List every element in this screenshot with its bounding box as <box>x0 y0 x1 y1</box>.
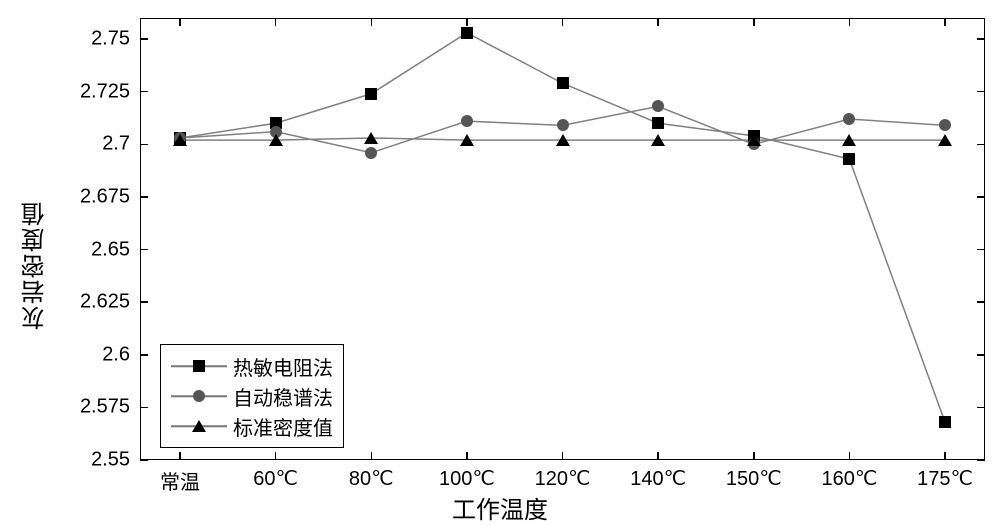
y-tick-label: 2.75 <box>60 28 130 51</box>
x-tick-mark <box>371 18 373 26</box>
data-point-triangle <box>173 134 187 146</box>
x-tick-label: 80℃ <box>349 466 394 491</box>
data-point-square <box>365 88 377 100</box>
data-point-triangle <box>556 134 570 146</box>
x-tick-mark <box>657 18 659 26</box>
y-tick-mark <box>977 459 985 461</box>
circle-icon <box>193 390 205 402</box>
legend-row: 自动稳谱法 <box>171 381 333 411</box>
data-point-triangle <box>364 132 378 144</box>
x-tick-mark <box>753 18 755 26</box>
x-tick-mark <box>657 452 659 460</box>
x-tick-mark <box>371 452 373 460</box>
x-tick-label: 160℃ <box>821 466 877 491</box>
x-tick-mark <box>944 452 946 460</box>
x-tick-label: 175℃ <box>917 466 973 491</box>
data-point-circle <box>557 119 569 131</box>
legend-swatch <box>171 356 227 376</box>
x-tick-mark <box>849 18 851 26</box>
y-tick-mark <box>140 249 148 251</box>
data-point-square <box>461 27 473 39</box>
data-point-triangle <box>651 134 665 146</box>
data-point-square <box>843 153 855 165</box>
y-tick-label: 2.675 <box>60 185 130 208</box>
y-tick-label: 2.7 <box>60 133 130 156</box>
y-tick-mark <box>977 407 985 409</box>
x-tick-mark <box>275 452 277 460</box>
triangle-icon <box>192 420 206 432</box>
y-tick-mark <box>140 196 148 198</box>
data-point-square <box>939 416 951 428</box>
y-tick-label: 2.55 <box>60 449 130 472</box>
legend-swatch <box>171 416 227 436</box>
data-point-triangle <box>460 134 474 146</box>
series-lines <box>0 0 1000 523</box>
y-tick-label: 2.6 <box>60 343 130 366</box>
data-point-triangle <box>938 134 952 146</box>
x-tick-label: 140℃ <box>630 466 686 491</box>
legend: 热敏电阻法自动稳谱法标准密度值 <box>160 344 344 448</box>
y-tick-mark <box>977 38 985 40</box>
legend-label: 标准密度值 <box>233 412 333 441</box>
data-point-square <box>557 77 569 89</box>
x-tick-mark <box>562 452 564 460</box>
data-point-triangle <box>842 134 856 146</box>
y-tick-mark <box>140 301 148 303</box>
y-tick-mark <box>140 38 148 40</box>
y-tick-mark <box>977 91 985 93</box>
data-point-circle <box>461 115 473 127</box>
y-tick-mark <box>140 407 148 409</box>
y-tick-mark <box>140 459 148 461</box>
x-tick-mark <box>466 452 468 460</box>
y-tick-mark <box>977 301 985 303</box>
data-point-square <box>652 117 664 129</box>
y-tick-mark <box>140 354 148 356</box>
y-tick-mark <box>977 249 985 251</box>
data-point-circle <box>939 119 951 131</box>
x-tick-mark <box>179 452 181 460</box>
x-tick-mark <box>466 18 468 26</box>
square-icon <box>193 360 205 372</box>
y-tick-label: 2.65 <box>60 238 130 261</box>
legend-row: 标准密度值 <box>171 411 333 441</box>
data-point-triangle <box>747 134 761 146</box>
legend-row: 热敏电阻法 <box>171 351 333 381</box>
legend-label: 自动稳谱法 <box>233 382 333 411</box>
x-tick-mark <box>753 452 755 460</box>
x-tick-label: 60℃ <box>253 466 298 491</box>
x-tick-mark <box>562 18 564 26</box>
y-tick-label: 2.625 <box>60 291 130 314</box>
x-tick-mark <box>944 18 946 26</box>
y-tick-label: 2.725 <box>60 80 130 103</box>
y-tick-mark <box>977 354 985 356</box>
data-point-circle <box>365 147 377 159</box>
legend-swatch <box>171 386 227 406</box>
x-tick-label: 100℃ <box>439 466 495 491</box>
x-tick-mark <box>179 18 181 26</box>
x-tick-mark <box>849 452 851 460</box>
x-axis-label: 工作温度 <box>0 490 1000 525</box>
data-point-circle <box>652 100 664 112</box>
chart-container: 灰岩密度值 2.552.5752.62.6252.652.6752.72.725… <box>0 0 1000 523</box>
legend-label: 热敏电阻法 <box>233 352 333 381</box>
x-tick-mark <box>275 18 277 26</box>
x-tick-label: 150℃ <box>726 466 782 491</box>
y-tick-mark <box>140 91 148 93</box>
data-point-circle <box>843 113 855 125</box>
y-tick-mark <box>977 144 985 146</box>
data-point-triangle <box>269 134 283 146</box>
y-tick-mark <box>977 196 985 198</box>
x-tick-label: 120℃ <box>535 466 591 491</box>
y-tick-label: 2.575 <box>60 396 130 419</box>
y-tick-mark <box>140 144 148 146</box>
